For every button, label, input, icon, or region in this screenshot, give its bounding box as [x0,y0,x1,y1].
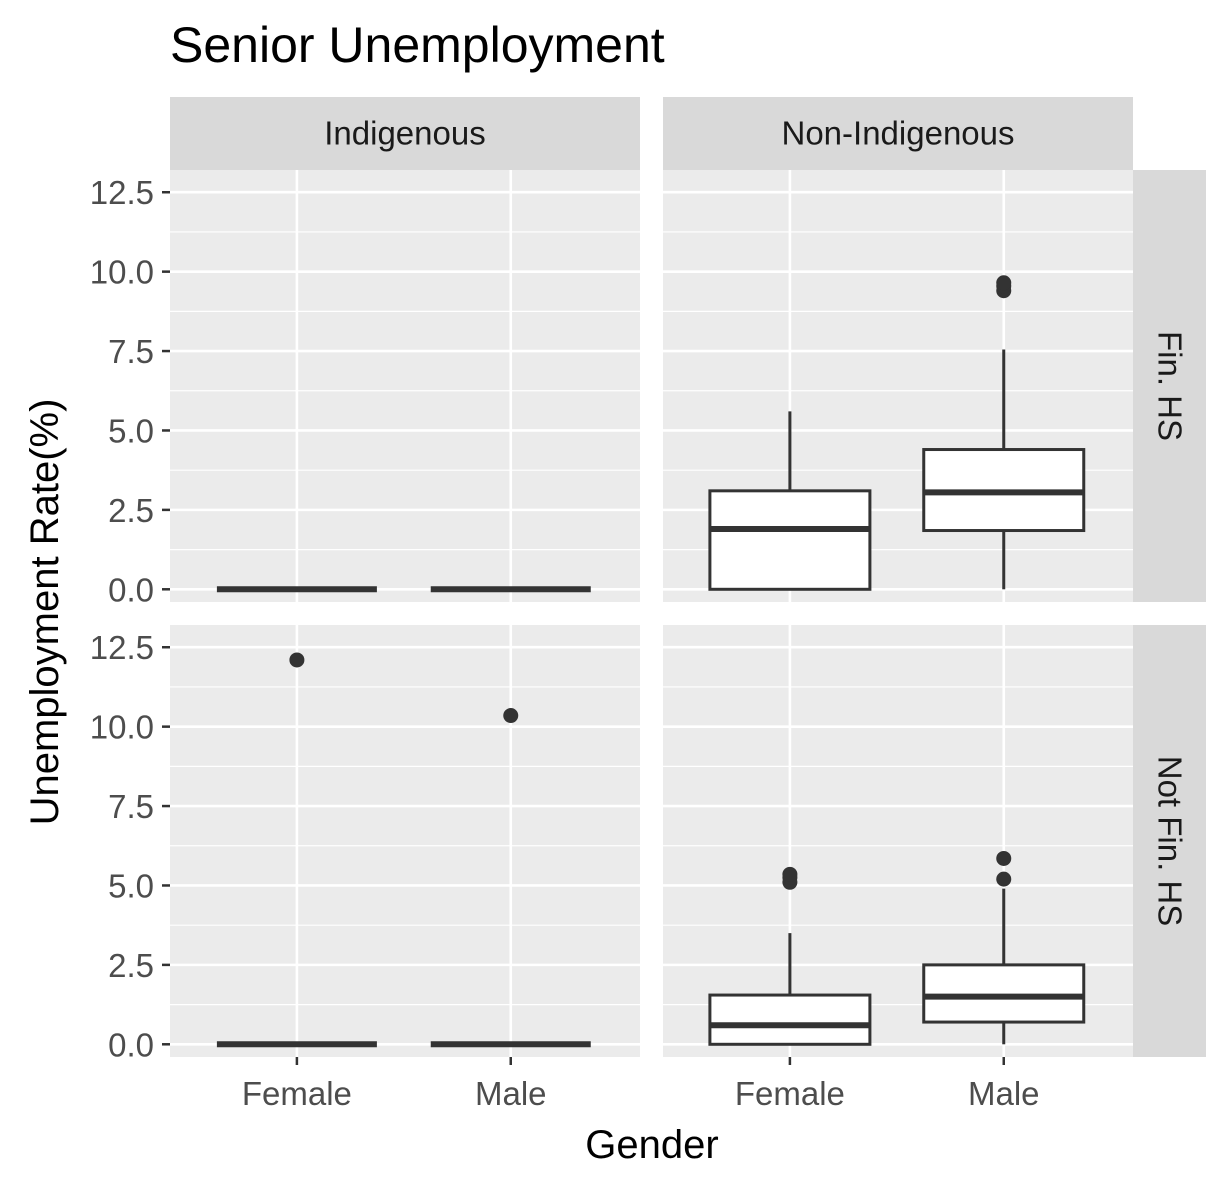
y-tick-label: 0.0 [108,1026,154,1063]
x-tick-label: Male [968,1075,1040,1112]
x-axis-title: Gender [585,1123,718,1167]
panel-non-indigenous-not-fin-hs [663,625,1133,1057]
facet-panels [170,170,1133,1057]
outlier-point [782,866,798,882]
panel-background [170,170,640,602]
chart-title: Senior Unemployment [170,17,665,73]
strip-label-non-indigenous: Non-Indigenous [782,115,1015,152]
outlier-point [289,652,305,668]
box-iqr [708,489,872,591]
strip-non-indigenous [663,97,1133,170]
y-tick-label: 12.5 [90,174,154,211]
box-male [922,275,1086,590]
box-female [216,652,377,1048]
y-tick-label: 10.0 [90,709,154,746]
y-tick-label: 5.0 [108,412,154,449]
strip-not-fin-hs [1133,625,1206,1057]
strip-label-not-fin-hs: Not Fin. HS [1152,756,1189,927]
y-tick-label: 2.5 [108,492,154,529]
box-female [708,411,872,591]
y-axis-title: Unemployment Rate(%) [23,399,67,826]
y-tick-label: 10.0 [90,254,154,291]
column-strips: Indigenous Non-Indigenous [170,97,1133,170]
outlier-point [996,850,1012,866]
x-tick-label: Female [735,1075,845,1112]
panel-non-indigenous-fin-hs [663,170,1133,602]
panel-indigenous-fin-hs [170,170,640,602]
panel-indigenous-not-fin-hs [170,625,640,1057]
strip-label-indigenous: Indigenous [324,115,485,152]
x-axes: Female Male Female Male [242,1057,1040,1112]
y-tick-label: 7.5 [108,788,154,825]
strip-indigenous [170,97,640,170]
x-axis-non-indigenous: Female Male [735,1057,1040,1112]
y-tick-label: 12.5 [90,629,154,666]
box-male [430,708,591,1048]
outlier-point [996,275,1012,291]
strip-fin-hs [1133,170,1206,602]
row-strips: Fin. HS Not Fin. HS [1133,170,1206,1057]
panel-background [170,625,640,1057]
outlier-point [503,708,519,724]
x-tick-label: Male [475,1075,547,1112]
box-iqr [708,993,872,1046]
y-axis-not-fin-hs: 0.0 2.5 5.0 7.5 10.0 12.5 [90,629,170,1063]
x-axis-indigenous: Female Male [242,1057,547,1112]
box-male [922,850,1086,1045]
y-tick-label: 2.5 [108,947,154,984]
y-tick-label: 5.0 [108,867,154,904]
y-axes: 0.0 2.5 5.0 7.5 10.0 12.5 0.0 2.5 5.0 7.5 10.0 12.5 [90,174,170,1063]
strip-label-fin-hs: Fin. HS [1152,331,1189,441]
y-axis-fin-hs: 0.0 2.5 5.0 7.5 10.0 12.5 [90,174,170,608]
box-iqr [922,963,1086,1024]
box-female [708,866,872,1046]
y-tick-label: 7.5 [108,333,154,370]
outlier-point [996,871,1012,887]
x-tick-label: Female [242,1075,352,1112]
y-tick-label: 0.0 [108,571,154,608]
